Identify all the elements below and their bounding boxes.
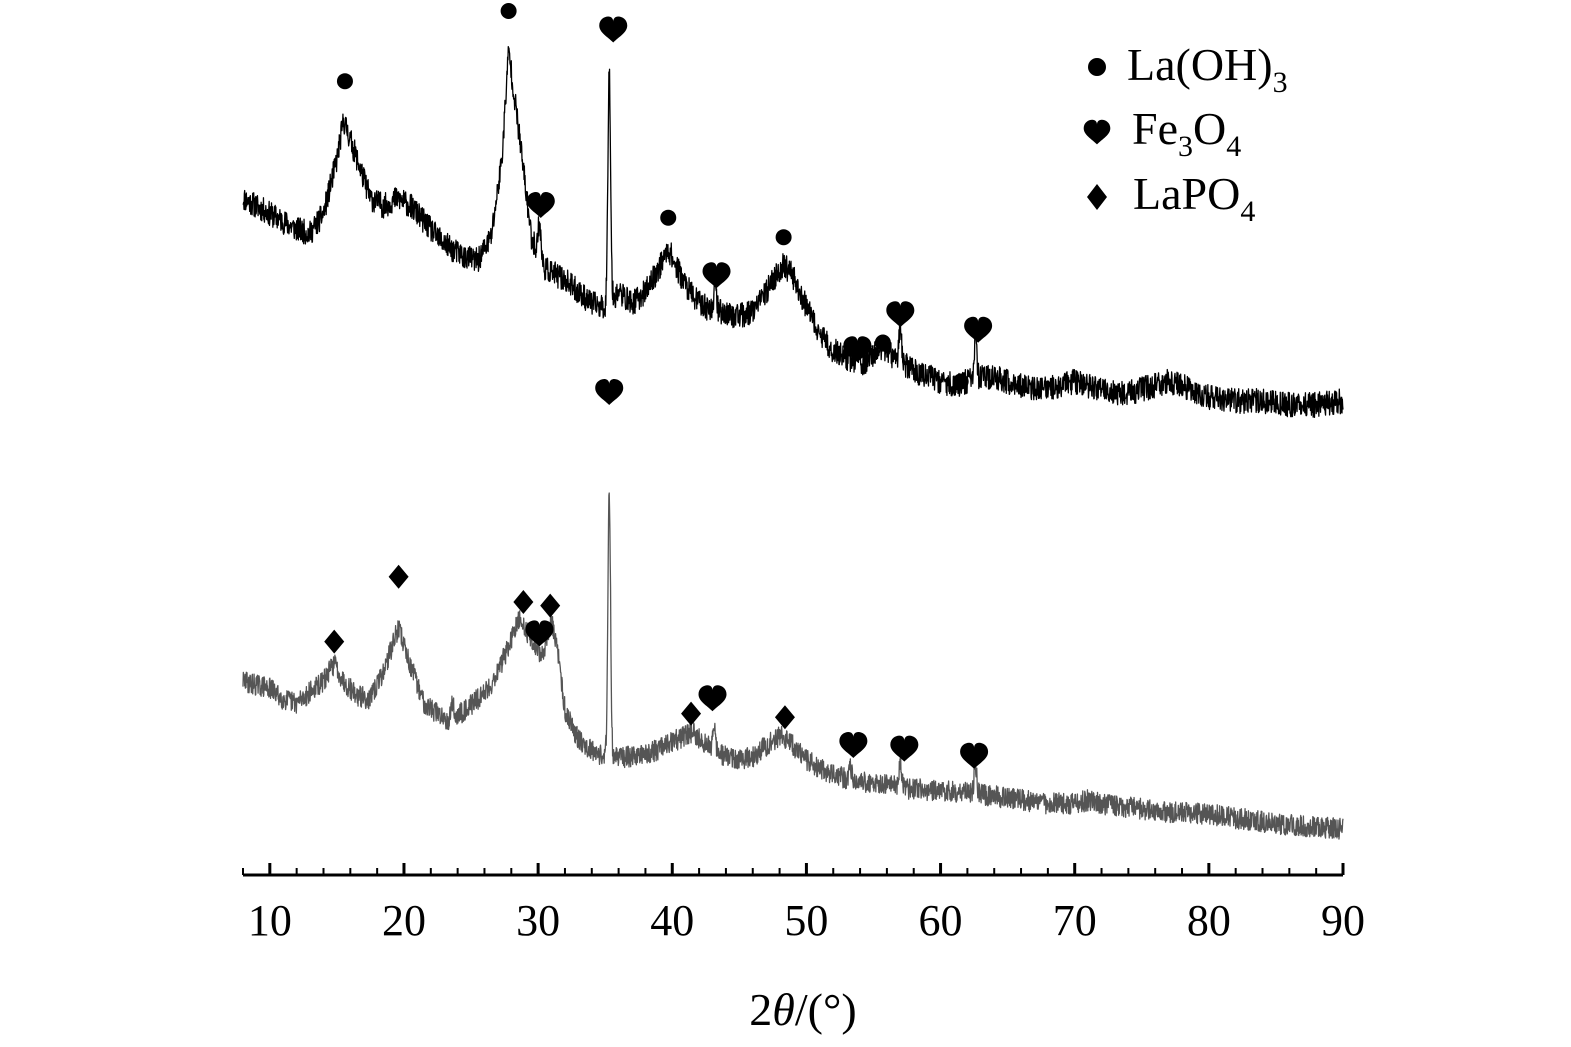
x-axis-ticks: 10 20 30 40 50 60 70 80 90	[242, 863, 1365, 945]
diamond-peak-marker	[513, 590, 534, 614]
x-tick-label: 30	[516, 896, 560, 945]
x-tick-label: 10	[248, 896, 292, 945]
circle-peak-marker	[874, 334, 891, 351]
circle-peak-marker	[660, 209, 677, 226]
heart-peak-marker	[698, 685, 727, 712]
diamond-peak-marker	[540, 593, 561, 618]
x-tick-label: 40	[650, 896, 694, 945]
x-axis-label: 2θ/(°)	[749, 984, 856, 1035]
legend-circle-marker	[1088, 58, 1106, 76]
legend: La(OH)3 Fe3O4 LaPO4	[1083, 39, 1288, 228]
legend-heart-marker	[1083, 119, 1111, 145]
x-tick-label: 80	[1187, 896, 1231, 945]
x-tick-label: 60	[919, 896, 963, 945]
x-tick-label: 90	[1321, 896, 1365, 945]
heart-peak-marker	[525, 620, 554, 647]
x-axis: 10 20 30 40 50 60 70 80 90	[242, 863, 1365, 945]
heart-peak-marker	[526, 192, 555, 218]
heart-peak-marker	[599, 16, 628, 43]
legend-diamond-marker	[1087, 184, 1107, 210]
heart-peak-marker	[886, 301, 915, 328]
diamond-peak-marker	[388, 564, 409, 589]
circle-peak-marker	[775, 229, 792, 246]
heart-peak-marker	[960, 742, 989, 769]
x-tick-label: 70	[1053, 896, 1097, 945]
diamond-peak-marker	[774, 705, 795, 730]
x-axis-label-theta: θ	[772, 984, 795, 1035]
circle-peak-marker	[336, 73, 353, 90]
legend-entry-la-oh-3: La(OH)3	[1088, 39, 1288, 99]
circle-peak-marker	[952, 373, 969, 390]
diamond-peak-marker	[324, 629, 345, 654]
heart-peak-marker	[702, 262, 731, 289]
x-axis-label-prefix: 2	[749, 984, 772, 1035]
heart-peak-marker	[595, 379, 624, 405]
trace-layer	[242, 45, 1344, 840]
legend-label-lapo4: LaPO4	[1133, 168, 1255, 228]
heart-peak-marker	[964, 316, 993, 343]
upper-xrd-trace	[242, 45, 1344, 418]
legend-label-fe3o4: Fe3O4	[1132, 103, 1241, 163]
peak-marker-layer	[324, 3, 993, 769]
lower-xrd-trace	[242, 492, 1344, 840]
legend-label-la-oh-3: La(OH)3	[1127, 39, 1288, 99]
heart-peak-marker	[843, 336, 872, 363]
diamond-peak-marker	[681, 701, 702, 726]
circle-peak-marker	[500, 3, 517, 19]
x-tick-label: 50	[784, 896, 828, 945]
x-axis-label-unit: /(°)	[795, 984, 857, 1035]
x-tick-label: 20	[382, 896, 426, 945]
heart-peak-marker	[839, 732, 868, 758]
legend-entry-fe3o4: Fe3O4	[1083, 103, 1241, 163]
legend-entry-lapo4: LaPO4	[1087, 168, 1255, 228]
heart-peak-marker	[890, 735, 919, 762]
